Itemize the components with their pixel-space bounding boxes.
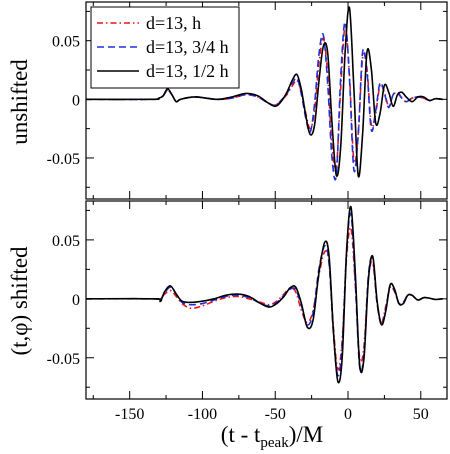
top-plot-frame [85,1,448,200]
x-tick-label: -100 [188,406,217,423]
x-axis-label: (t - tpeak)/M [221,422,323,451]
bottom-y-tick-label: 0 [72,292,80,309]
top-y-tick-label: -0.05 [47,151,80,168]
x-axis-label-tail: )/M [289,422,324,447]
bottom-y-axis-label: (t,φ) shifted [7,246,32,356]
x-axis-label-subscript: peak [260,435,289,451]
legend-box [90,6,240,89]
bottom-series-group [86,205,443,384]
x-tick-label: -50 [265,406,286,423]
bottom-plot-frame [85,200,448,400]
x-axis-label-main: (t - t [221,422,261,447]
top-y-tick-label: 0.05 [52,34,80,51]
top-series-line-3 [86,6,443,178]
legend-label-3: d=13, 1/2 h [146,61,229,81]
top-panel: -0.05 0 0.05 unshifted d=13, h d=13, 3/4 h… [7,1,448,200]
legend-label-1: d=13, h [146,13,201,33]
bottom-panel: -150 -100 -50 0 50 -0.05 0 0.05 (t,φ) shifted (… [7,200,448,451]
bottom-series-line-3 [86,205,443,384]
top-plot-area: -0.05 0 0.05 [47,1,448,200]
x-tick-label: -150 [115,406,144,423]
top-series-group [86,6,443,181]
top-y-tick-label: 0 [72,92,80,109]
legend: d=13, h d=13, 3/4 h d=13, 1/2 h [90,6,240,89]
bottom-y-tick-label: -0.05 [47,351,80,368]
bottom-plot-area: -150 -100 -50 0 50 -0.05 0 0.05 [47,200,448,423]
top-y-axis-label: unshifted [7,59,32,145]
x-tick-label: 50 [413,406,429,423]
bottom-y-tick-label: 0.05 [52,233,80,250]
legend-label-2: d=13, 3/4 h [146,37,229,57]
x-tick-label: 0 [344,406,352,423]
